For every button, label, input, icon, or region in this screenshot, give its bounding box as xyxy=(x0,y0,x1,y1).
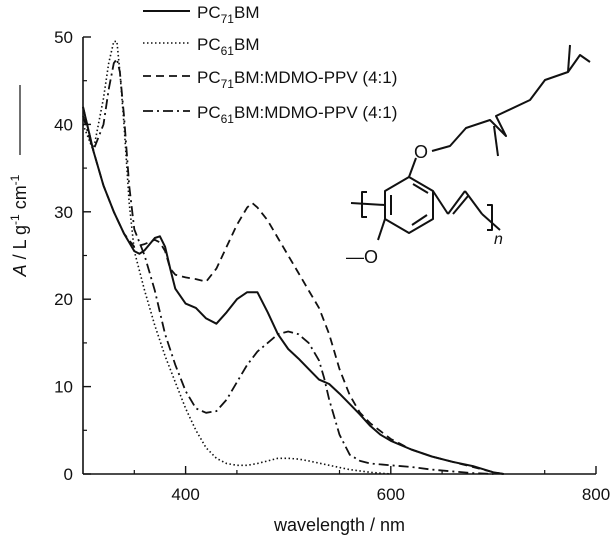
y-tick-label: 20 xyxy=(54,290,73,309)
axes: 400 600 800 0 10 20 30 40 50 wavelength / nm A / L… xyxy=(8,28,610,535)
y-tick-label: 50 xyxy=(54,28,73,47)
legend-label-part: BM xyxy=(234,3,260,22)
y-label-exp: -1 xyxy=(8,214,22,225)
y-label-symbol: A xyxy=(10,264,30,277)
legend-label-sub: 61 xyxy=(221,44,235,58)
vinylene-bond-1 xyxy=(432,190,449,215)
right-bond xyxy=(481,213,501,231)
side-chain xyxy=(431,54,591,152)
x-axis-label: wavelength / nm xyxy=(273,515,405,535)
vinylene-bond-3 xyxy=(464,190,483,215)
legend-label-part: PC xyxy=(197,68,221,87)
x-tick-label: 400 xyxy=(171,485,199,504)
ring-to-oxygen-bond xyxy=(408,157,417,178)
legend-label-sub: 61 xyxy=(221,112,235,126)
y-tick-label: 30 xyxy=(54,203,73,222)
ring-double-bond-2 xyxy=(411,214,428,226)
legend-label-part: BM:MDMO-PPV (4:1) xyxy=(234,68,397,87)
legend-label-part: BM:MDMO-PPV (4:1) xyxy=(234,103,397,122)
ring-double-bond-1 xyxy=(412,183,429,194)
legend-label-part: BM xyxy=(234,35,260,54)
series-line-1 xyxy=(82,106,504,475)
legend-label: PC71BM xyxy=(197,3,259,26)
y-axis-label: A / L g-1 cm-1 xyxy=(8,174,30,277)
repeat-unit-label: n xyxy=(494,231,503,248)
legend-label-sub: 71 xyxy=(221,77,235,91)
branch-methyl-2 xyxy=(567,44,571,73)
series-line-3 xyxy=(82,106,504,475)
y-label-unit: cm xyxy=(10,185,30,214)
legend-label: PC61BM xyxy=(197,35,259,58)
left-bond xyxy=(350,202,386,206)
series-layer xyxy=(82,40,504,475)
legend-label-part: PC xyxy=(197,3,221,22)
methoxy-label: —O xyxy=(346,247,378,267)
y-tick-label: 0 xyxy=(64,465,73,484)
benzene-ring xyxy=(384,176,434,234)
legend-label-part: PC xyxy=(197,35,221,54)
left-bracket xyxy=(361,191,367,218)
y-label-exp: -1 xyxy=(8,174,22,185)
vinylene-bond-2 xyxy=(447,190,466,215)
right-bracket xyxy=(487,204,493,231)
oxygen-label: O xyxy=(414,142,428,162)
legend-label: PC71BM:MDMO-PPV (4:1) xyxy=(197,68,397,91)
y-label-unit: / L g xyxy=(10,225,30,264)
series-line-4 xyxy=(82,58,494,475)
ring-to-methoxy-bond xyxy=(377,218,386,241)
legend-label-sub: 71 xyxy=(221,12,235,26)
x-tick-label: 800 xyxy=(582,485,610,504)
x-tick-label: 600 xyxy=(377,485,405,504)
legend-label-part: PC xyxy=(197,103,221,122)
y-tick-label: 40 xyxy=(54,115,73,134)
y-tick-label: 10 xyxy=(54,378,73,397)
branch-methyl-1 xyxy=(493,125,499,157)
vinylene-double-bond xyxy=(452,195,469,215)
legend-label: PC61BM:MDMO-PPV (4:1) xyxy=(197,103,397,126)
mdmo-ppv-structure: O —O n xyxy=(346,44,591,267)
